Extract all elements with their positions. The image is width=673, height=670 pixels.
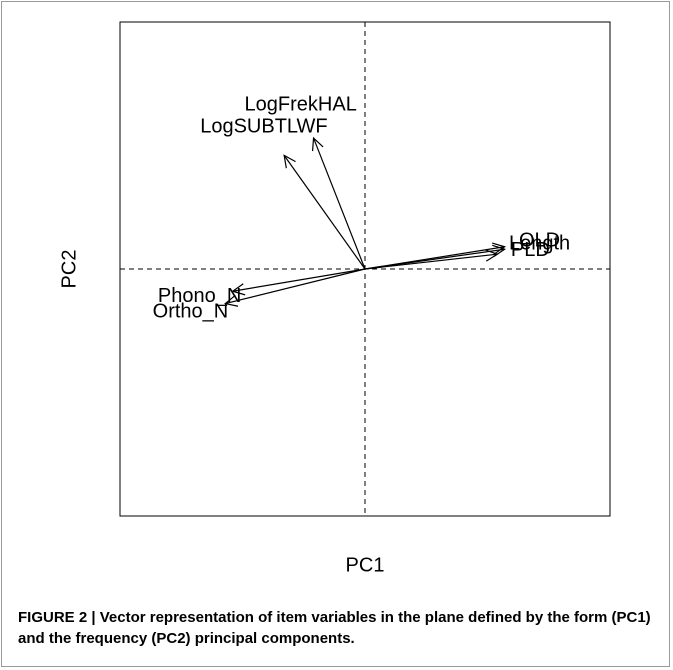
arrow-head	[224, 294, 239, 307]
vector-label: PLD	[511, 239, 550, 261]
arrow-head	[484, 249, 499, 262]
vector-arrow	[283, 155, 366, 270]
arrow-head	[492, 242, 507, 255]
vector-label: Length	[509, 233, 570, 255]
vector-arrow	[232, 268, 366, 292]
vector-arrow	[364, 246, 505, 270]
arrow-head	[311, 136, 324, 152]
vector-arrow	[312, 137, 366, 270]
arrow-head	[283, 154, 296, 169]
caption: FIGURE 2 | Vector representation of item…	[18, 609, 651, 647]
vector-label: Ortho_N	[153, 301, 229, 323]
vector-arrow	[225, 268, 366, 305]
x-axis-label: PC1	[346, 554, 385, 576]
vector-label: LogFrekHAL	[245, 94, 357, 116]
vector-label: Phono_N	[158, 285, 241, 307]
arrow-head	[231, 283, 246, 296]
vector-label: LogSUBTLWF	[200, 115, 327, 137]
vector-label: OLD	[519, 229, 560, 251]
y-axis-label: PC2	[58, 250, 80, 289]
vector-arrow	[364, 253, 498, 270]
